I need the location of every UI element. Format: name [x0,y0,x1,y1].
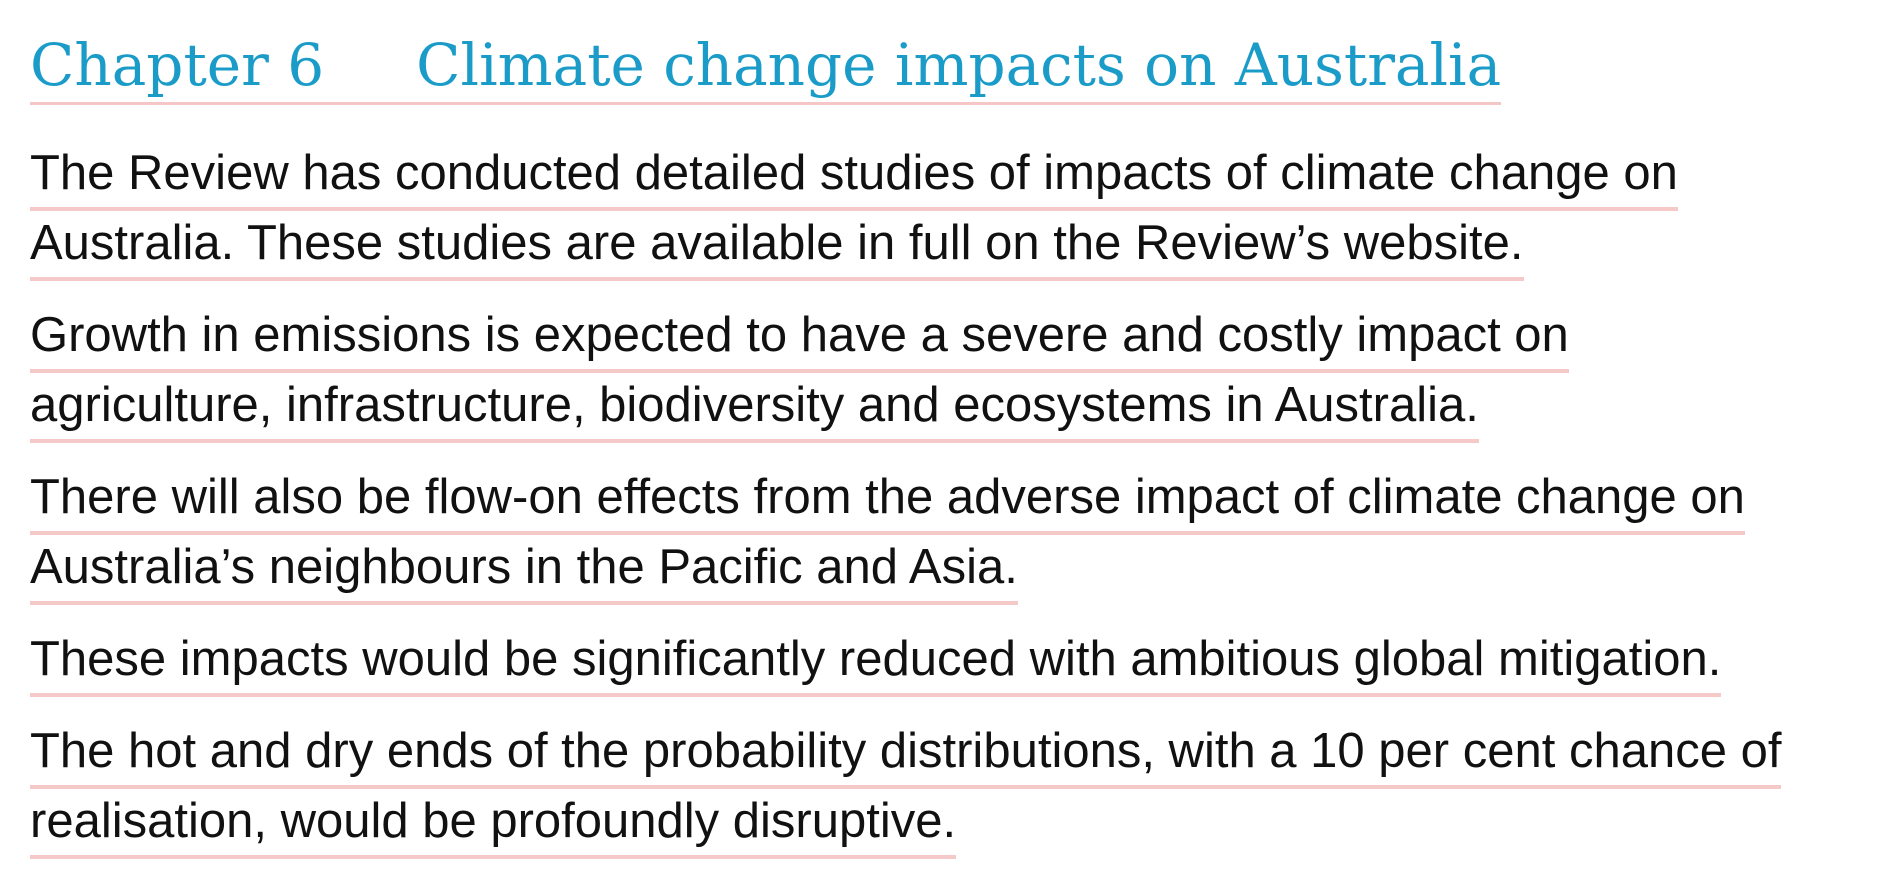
chapter-label: Chapter 6 [30,31,325,99]
paragraph-line: agriculture, infrastructure, biodiversit… [30,372,1479,443]
paragraph-line: The Review has conducted detailed studie… [30,140,1678,211]
chapter-title: Climate change impacts on Australia [416,31,1502,99]
paragraph-line: Growth in emissions is expected to have … [30,302,1569,373]
paragraph-line: These impacts would be significantly red… [30,626,1722,697]
paragraph-line: There will also be flow-on effects from … [30,464,1745,535]
chapter-heading: Chapter 6 Climate change impacts on Austr… [30,28,1502,105]
paragraph-line: Australia. These studies are available i… [30,210,1524,281]
paragraph-line: The hot and dry ends of the probability … [30,718,1782,789]
paragraph-line: realisation, would be profoundly disrupt… [30,788,957,859]
paragraph-line: Australia’s neighbours in the Pacific an… [30,534,1018,605]
